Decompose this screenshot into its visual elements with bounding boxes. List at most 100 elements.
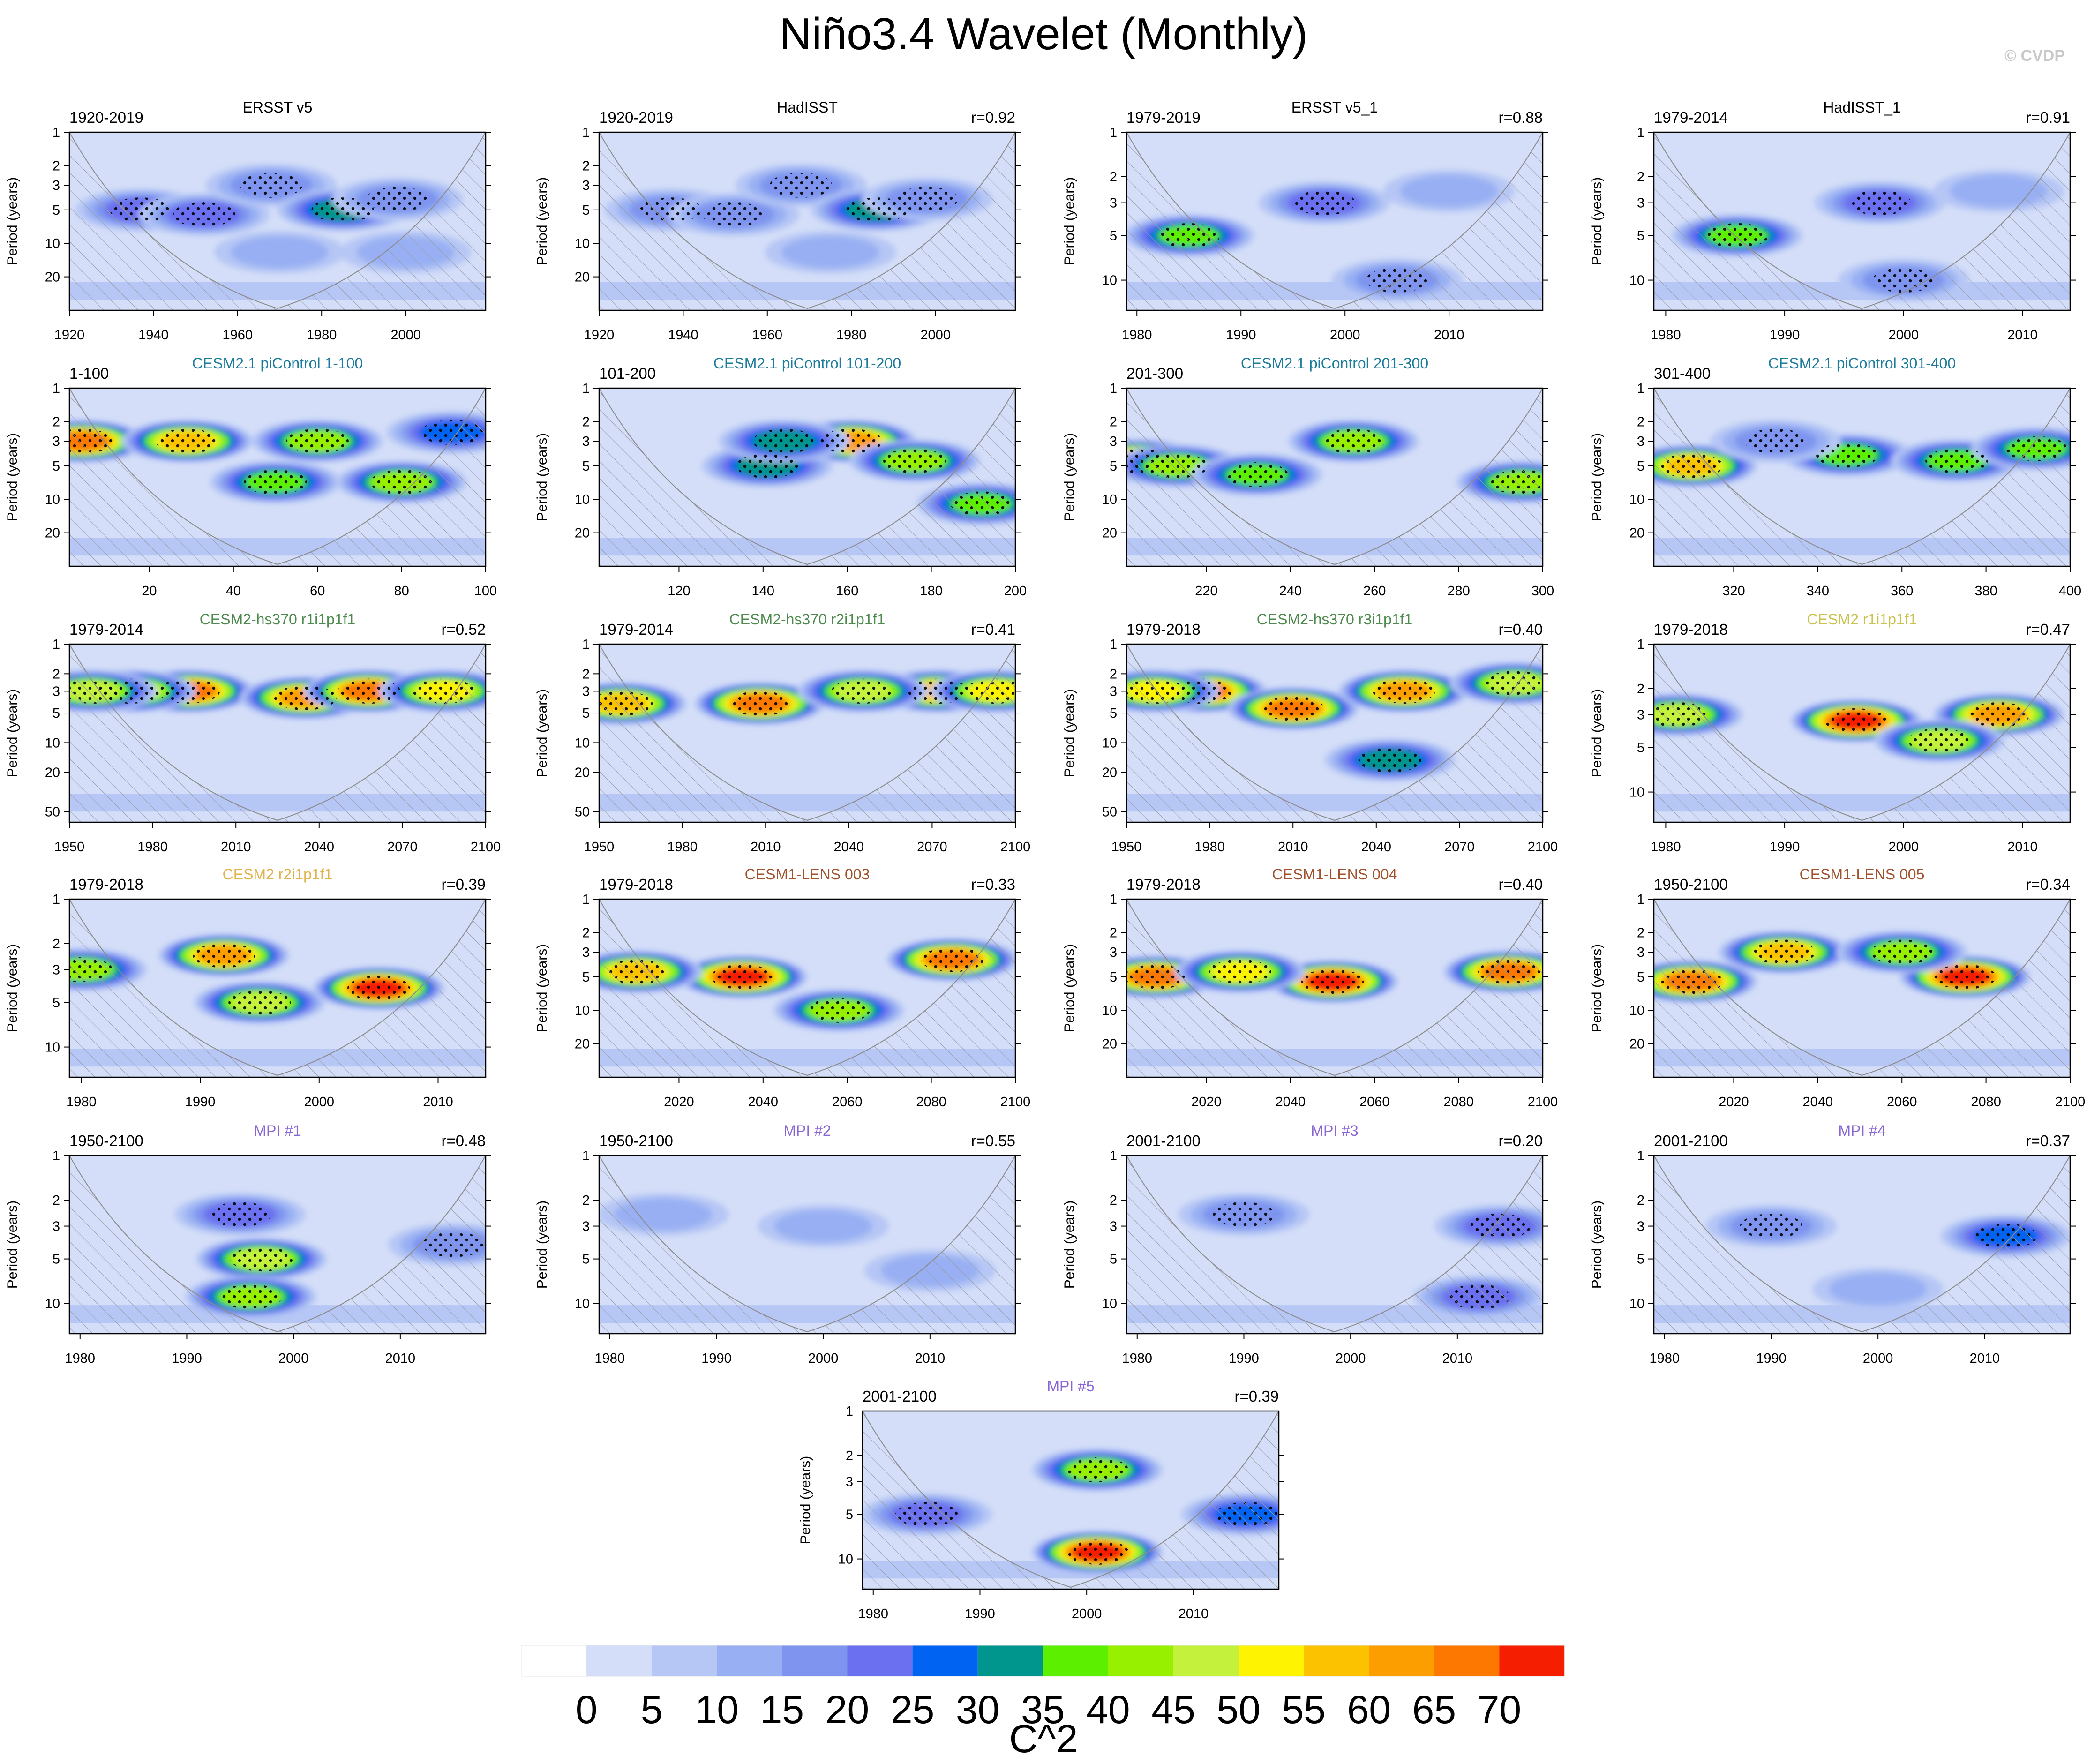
significance-stipple [728,691,791,716]
y-axis-label: Period (years) [5,177,20,265]
colorbar-tick-label: 10 [695,1688,739,1732]
x-tick-label: 2100 [1000,1095,1031,1110]
x-tick-label: 1940 [668,328,698,343]
x-tick-label: 2100 [1528,840,1558,855]
panel-frame [68,898,487,1078]
y-tick-label: 2 [846,1449,853,1464]
significance-stipple [1740,1213,1803,1239]
y-tick-label: 50 [575,804,590,819]
x-tick-label: 1980 [137,840,168,855]
panel-frame [68,131,487,311]
panel-frame [1653,898,2071,1078]
y-tick-label: 10 [1102,1297,1117,1312]
significance-stipple [1925,448,1988,473]
x-tick-label: 2040 [748,1095,779,1110]
x-tick-label: 2100 [1000,840,1031,855]
y-tick-label: 1 [1637,381,1644,396]
panel-period-label: 1-100 [69,365,109,382]
panel-title: MPI #1 [254,1122,301,1139]
panel-correlation-label: r=0.55 [971,1132,1016,1149]
panel-title: CESM1-LENS 005 [1800,866,1925,883]
significance-stipple [820,428,883,454]
significance-stipple [702,202,765,227]
significance-stipple [1225,462,1288,488]
panel-title: CESM2.1 piControl 1-100 [192,355,363,372]
significance-stipple [1824,708,1887,734]
wavelet-panel: 1 2 3 5 10 20 1920 1940 1960 1980 2000 Period (year… [5,99,491,343]
panel-frame [1126,387,1544,567]
panel-period-label: 1979-2019 [1126,109,1201,126]
wavelet-panel: 1 2 3 5 10 20 120 140 160 180 200 Period (years) CES… [534,355,1027,599]
y-tick-label: 2 [582,925,590,940]
wavelet-panel: 1 2 3 5 10 1980 1990 2000 2010 Period (years) MPI … [798,1378,1284,1621]
x-tick-label: 20 [142,584,157,599]
cone-line [69,644,486,821]
cone-line [863,1411,1279,1588]
x-tick-label: 2070 [1444,840,1475,855]
colorbar-cell [1173,1645,1239,1676]
y-tick-label: 3 [1110,1219,1117,1234]
cone-of-influence [1654,132,2070,310]
y-axis-label: Period (years) [5,689,20,777]
y-tick-label: 10 [1629,785,1644,800]
x-tick-label: 2010 [1434,328,1464,343]
x-tick-label: 2040 [1361,840,1392,855]
panel-period-label: 1979-2018 [1126,876,1201,893]
cone-of-influence [69,899,486,1077]
y-axis-label: Period (years) [1589,177,1605,265]
y-tick-label: 3 [582,1219,590,1234]
panel-title: MPI #2 [783,1122,831,1139]
colorbar-tick-label: 0 [576,1688,598,1732]
x-tick-label: 2020 [1191,1095,1222,1110]
significance-stipple [228,990,291,1015]
panel-correlation-label: r=0.34 [2026,876,2071,893]
significance-stipple [769,173,833,198]
y-tick-label: 1 [1110,125,1117,140]
x-tick-label: 340 [1807,584,1829,599]
y-axis-label: Period (years) [534,944,550,1032]
colorbar-tick-label: 55 [1282,1688,1325,1732]
cone-line [1654,132,2070,309]
y-tick-label: 2 [1110,925,1117,940]
y-axis-label: Period (years) [1062,177,1077,265]
y-tick-label: 3 [1110,945,1117,960]
colorbar-tick-label: 20 [826,1688,869,1732]
y-axis-label: Period (years) [5,944,20,1032]
panel-correlation-label: r=0.39 [442,876,486,893]
power-contour [1950,174,2048,208]
significance-stipple [1209,959,1271,984]
panel-period-label: 1920-2019 [599,109,673,126]
x-tick-label: 280 [1447,584,1470,599]
panel-period-label: 201-300 [1126,365,1183,382]
y-tick-label: 2 [1637,414,1644,429]
panel-period-label: 1979-2014 [1654,109,1728,126]
x-tick-label: 2010 [423,1095,453,1110]
x-tick-label: 1990 [1770,328,1800,343]
y-tick-label: 3 [1637,945,1644,960]
wavelet-panel: 1 2 3 5 10 20 50 1950 1980 2010 2040 2070 2100 Period… [534,611,1031,855]
x-tick-label: 2070 [917,840,947,855]
y-axis-label: Period (years) [5,433,20,521]
cone-of-influence [1654,899,2070,1077]
y-tick-label: 3 [1637,1219,1644,1234]
panel-title: CESM2.1 piControl 301-400 [1768,355,1956,372]
panel-title: CESM1-LENS 003 [745,866,870,883]
main-title: Niño3.4 Wavelet (Monthly) [779,9,1308,59]
panel-correlation-label: r=0.33 [971,876,1016,893]
cone-of-influence [599,899,1015,1077]
x-tick-label: 220 [1195,584,1217,599]
colorbar-cell [1043,1645,1108,1676]
x-tick-label: 2000 [1889,840,1919,855]
cone-line [69,132,486,309]
x-tick-label: 1960 [752,328,783,343]
cone-of-influence [599,1156,1015,1334]
x-tick-label: 1980 [1651,328,1681,343]
power-contour [230,236,329,269]
panel-correlation-label: r=0.41 [971,621,1016,638]
significance-stipple [156,428,218,454]
significance-stipple [219,1284,282,1309]
x-tick-label: 2000 [304,1095,335,1110]
y-tick-label: 5 [1110,1252,1117,1267]
y-tick-label: 10 [45,736,60,751]
